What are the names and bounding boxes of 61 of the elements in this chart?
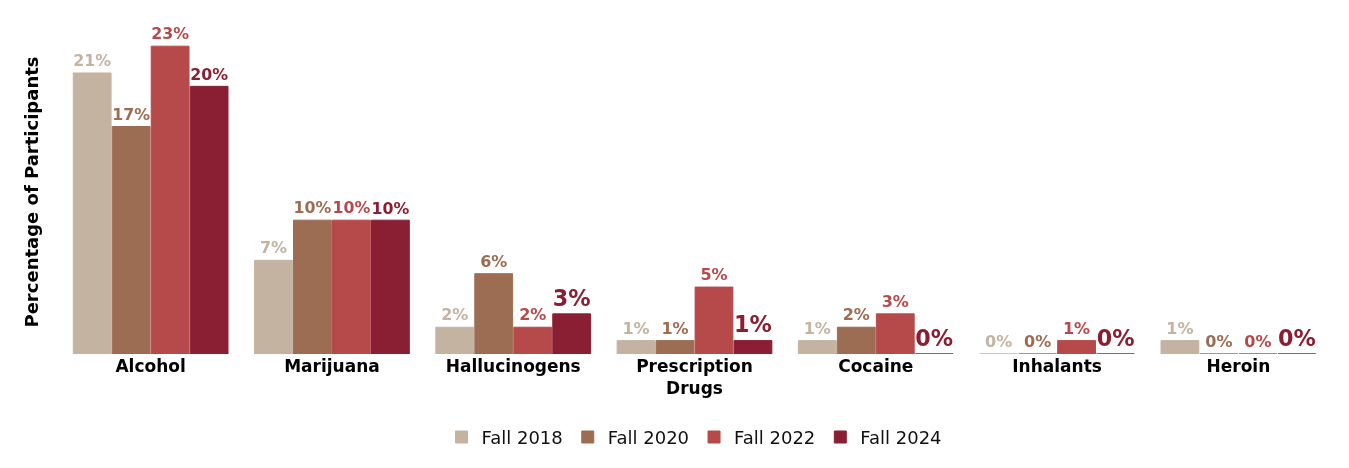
x-tick-label: Cocaine	[838, 356, 914, 376]
legend-label: Fall 2022	[734, 427, 816, 449]
bar	[150, 45, 190, 354]
bar	[474, 273, 514, 354]
bar	[111, 126, 151, 354]
y-axis-title: Percentage of Participants	[21, 56, 43, 328]
data-label: 3%	[881, 291, 909, 311]
data-label: 2%	[842, 305, 870, 325]
data-label: 5%	[700, 265, 728, 285]
data-label: 1%	[1166, 318, 1194, 338]
legend-label: Fall 2018	[481, 427, 563, 449]
data-label: 2%	[519, 305, 547, 325]
data-label: 20%	[190, 64, 229, 84]
data-label: 1%	[734, 311, 772, 338]
bar	[836, 326, 876, 354]
bar	[435, 326, 475, 354]
bar	[797, 340, 837, 354]
x-tick-label: Inhalants	[1012, 356, 1102, 376]
data-label: 0%	[915, 324, 954, 351]
data-label: 10%	[293, 198, 332, 218]
legend-label: Fall 2020	[607, 427, 690, 449]
data-label: 0%	[1277, 324, 1316, 351]
bar	[733, 340, 773, 354]
bar	[513, 326, 553, 354]
data-label: 0%	[1096, 324, 1135, 351]
x-tick-label: Alcohol	[115, 356, 186, 376]
x-tick-label: Hallucinogens	[445, 356, 581, 376]
data-label: 6%	[480, 251, 508, 271]
data-label: 0%	[1244, 332, 1272, 351]
bar	[616, 340, 656, 354]
data-label: 1%	[661, 318, 689, 338]
bar	[694, 286, 734, 354]
data-label: 10%	[332, 198, 371, 218]
bar	[655, 340, 695, 354]
x-tick-label: Prescription Drugs	[636, 356, 753, 399]
bar	[552, 313, 592, 354]
data-label: 21%	[73, 51, 112, 71]
data-label: 2%	[441, 305, 469, 325]
data-label: 1%	[803, 318, 831, 338]
bar	[254, 259, 293, 354]
data-label: 1%	[622, 318, 650, 338]
data-label: 3%	[552, 284, 591, 311]
x-tick-label: Heroin	[1206, 356, 1271, 376]
data-label: 17%	[112, 104, 151, 124]
bar	[293, 219, 332, 354]
bar	[332, 219, 371, 354]
bar	[1160, 340, 1200, 354]
data-label: 0%	[1205, 332, 1233, 351]
data-label: 10%	[371, 198, 410, 218]
bar	[72, 72, 112, 354]
bar	[370, 219, 410, 354]
data-label: 0%	[1024, 332, 1052, 351]
bar	[875, 313, 915, 354]
x-tick-label: Marijuana	[284, 356, 380, 376]
data-label: 7%	[259, 238, 288, 258]
bar	[1057, 340, 1096, 354]
legend-label: Fall 2024	[860, 427, 942, 449]
bar	[189, 85, 229, 354]
data-label: 0%	[985, 332, 1013, 351]
data-label: 23%	[151, 24, 190, 44]
data-label: 1%	[1062, 318, 1091, 338]
